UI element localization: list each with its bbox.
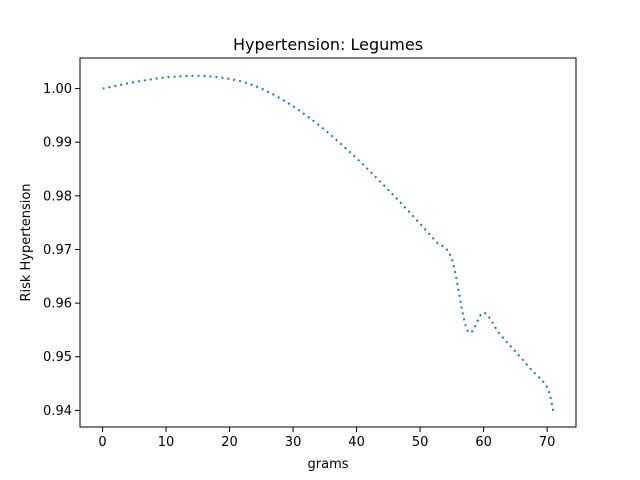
x-axis-title: grams <box>308 457 349 472</box>
x-tick-label: 40 <box>348 435 365 450</box>
axis-ticks: 0 10 20 30 40 50 60 70 0.94 0.95 0.96 0.97 0.98 0.99 1… <box>43 82 555 450</box>
y-tick-label: 0.94 <box>43 404 72 419</box>
y-tick-label: 0.95 <box>43 350 72 365</box>
y-tick-label: 0.97 <box>43 243 72 258</box>
axes-frame <box>79 57 577 428</box>
x-tick-label: 70 <box>539 435 556 450</box>
y-tick-label: 0.96 <box>43 297 72 312</box>
plot-area <box>102 74 555 413</box>
x-tick-label: 0 <box>98 435 106 450</box>
x-tick-label: 60 <box>475 435 492 450</box>
y-tick-label: 0.99 <box>43 136 72 151</box>
chart-title: Hypertension: Legumes <box>233 35 423 54</box>
series-line <box>102 74 555 413</box>
x-tick-label: 20 <box>221 435 238 450</box>
y-axis-title: Risk Hypertension <box>19 183 34 301</box>
y-tick-label: 1.00 <box>43 82 72 97</box>
x-tick-label: 30 <box>285 435 302 450</box>
y-tick-label: 0.98 <box>43 189 72 204</box>
x-tick-label: 10 <box>158 435 175 450</box>
x-tick-label: 50 <box>412 435 429 450</box>
